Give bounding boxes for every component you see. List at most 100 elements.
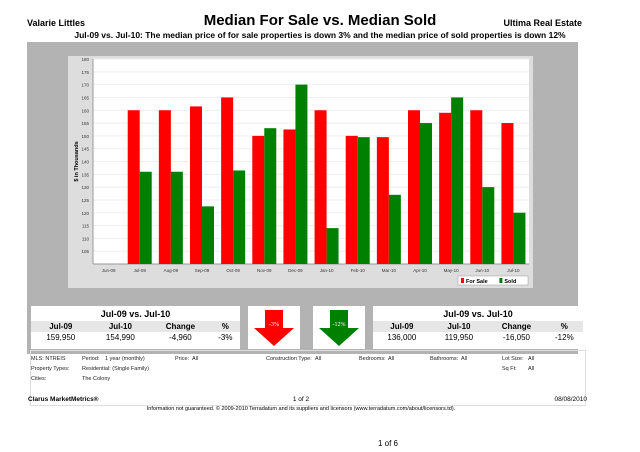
- ptype: Residential: (Single Family): [82, 366, 149, 372]
- x-tick-label: Jun-09: [102, 268, 116, 273]
- col-header: Jul-09: [373, 321, 431, 332]
- cities: The Colony: [82, 376, 111, 382]
- sqft: All: [528, 366, 535, 372]
- x-tick-label: Nov-09: [257, 268, 272, 273]
- value-cell: 154,990: [105, 333, 135, 342]
- x-tick-label: May-10: [444, 268, 460, 273]
- col-header: %: [210, 321, 240, 332]
- sold-down-arrow: -12%: [313, 306, 365, 349]
- chart-panel: 105 110 115 120 125 130 135 140 145 150 155 160 165 1…: [68, 56, 533, 288]
- x-tick-label: Jul-09: [134, 268, 147, 273]
- bedrooms: All: [388, 356, 395, 362]
- value-cell: 159,950: [46, 333, 76, 342]
- bar-for-sale: [252, 135, 265, 264]
- report-subtitle: Jul-09 vs. Jul-10: The median price of f…: [74, 30, 566, 40]
- y-tick-label: 165: [81, 95, 89, 100]
- y-tick-label: 115: [82, 224, 90, 229]
- bar-for-sale: [408, 110, 420, 264]
- for-sale-summary: Jul-09 vs. Jul-10 Jul-09 Jul-10 Change% 15…: [31, 306, 240, 349]
- y-tick-label: 140: [81, 160, 89, 165]
- legend-swatch: [461, 278, 464, 283]
- y-tick-label: 125: [81, 198, 89, 203]
- bar-for-sale: [501, 123, 514, 264]
- disclaimer: Information not guaranteed. © 2009-2010 …: [146, 406, 456, 412]
- col-header: Jul-10: [90, 321, 151, 332]
- x-tick-label: Feb-10: [351, 268, 366, 273]
- y-tick-label: 145: [81, 147, 89, 152]
- y-axis-label: $ in Thousands: [74, 141, 80, 181]
- bar-sold: [139, 171, 152, 264]
- x-tick-label: Jul-10: [507, 268, 520, 273]
- y-tick-label: 170: [81, 83, 89, 88]
- legend-label: Sold: [504, 279, 516, 285]
- mls: MLS: NTREIS: [31, 356, 66, 362]
- search-criteria: MLS: NTREIS Period: 1 year (monthly) Pri…: [30, 350, 586, 406]
- ptype-label: Property Types:: [31, 366, 70, 372]
- period: 1 year (monthly): [105, 356, 145, 362]
- y-tick-label: 155: [81, 121, 89, 126]
- price: All: [192, 356, 199, 362]
- y-tick-label: 120: [81, 211, 89, 216]
- company-name: Ultima Real Estate: [503, 18, 582, 28]
- x-tick-label: Apr-10: [413, 268, 427, 273]
- lot-label: Lot Size:: [502, 356, 524, 362]
- bar-chart: 105 110 115 120 125 130 135 140 145 150 155 160 165 1…: [74, 57, 529, 286]
- brand: Clarus MarketMetrics®: [28, 396, 99, 403]
- x-tick-label: Aug-09: [164, 268, 179, 273]
- bar-sold: [264, 128, 277, 264]
- bar-for-sale: [439, 112, 452, 264]
- y-tick-label: 175: [81, 70, 89, 75]
- value-cell: 119,950: [444, 333, 474, 342]
- bar-sold: [295, 84, 308, 264]
- bar-sold: [482, 187, 495, 264]
- y-tick-label: 160: [81, 108, 89, 113]
- x-tick-label: Jan-10: [320, 268, 334, 273]
- bar-for-sale: [470, 110, 483, 264]
- bar-sold: [451, 97, 464, 264]
- bar-for-sale: [127, 110, 140, 264]
- bar-for-sale: [345, 135, 358, 264]
- bar-sold: [388, 194, 401, 264]
- bathrooms: All: [461, 356, 468, 362]
- sold-summary: Jul-09 vs. Jul-10 Jul-09 Jul-10 Change% 13…: [373, 306, 583, 349]
- construction-label: Construction Type:: [266, 356, 312, 362]
- bar-sold: [326, 228, 339, 264]
- summary-title: Jul-09 vs. Jul-10: [100, 308, 171, 319]
- x-tick-label: Jun-10: [475, 268, 489, 273]
- value-cell: -12%: [555, 333, 574, 342]
- legend-label: For Sale: [466, 279, 488, 285]
- legend-swatch: [499, 278, 503, 283]
- col-header: %: [545, 321, 583, 332]
- bar-sold: [357, 137, 370, 264]
- legend: [457, 275, 529, 286]
- y-tick-label: 110: [82, 236, 90, 241]
- bar-for-sale: [314, 110, 327, 264]
- y-tick-label: 150: [81, 134, 89, 139]
- down-arrow-icon: [319, 310, 359, 346]
- bar-for-sale: [221, 97, 234, 264]
- cities-label: Cities:: [31, 376, 47, 382]
- value-cell: 136,000: [387, 333, 417, 342]
- bar-for-sale: [376, 137, 389, 264]
- bar-sold: [202, 206, 214, 264]
- x-tick-label: Sep-09: [195, 268, 210, 273]
- for-sale-down-arrow: -3%: [248, 306, 300, 349]
- report-date: 08/08/2010: [554, 396, 587, 403]
- col-header: Change: [150, 321, 211, 332]
- value-cell: -4,960: [169, 333, 192, 342]
- lot: All: [528, 356, 535, 362]
- x-tick-label: Dec-09: [288, 268, 303, 273]
- down-arrow-icon: [254, 310, 294, 346]
- arrow-label: -3%: [269, 322, 279, 328]
- period-label: Period:: [82, 356, 100, 362]
- col-header: Jul-10: [430, 321, 488, 332]
- y-tick-label: 135: [81, 172, 89, 177]
- bar-for-sale: [158, 110, 171, 264]
- y-tick-label: 180: [81, 57, 89, 62]
- x-tick-label: Mar-10: [382, 268, 397, 273]
- document-page: 1 of 6: [377, 439, 398, 448]
- price-label: Price:: [175, 356, 190, 362]
- bar-sold: [513, 212, 526, 264]
- bedrooms-label: Bedrooms:: [359, 356, 386, 362]
- arrow-label: -12%: [333, 322, 346, 328]
